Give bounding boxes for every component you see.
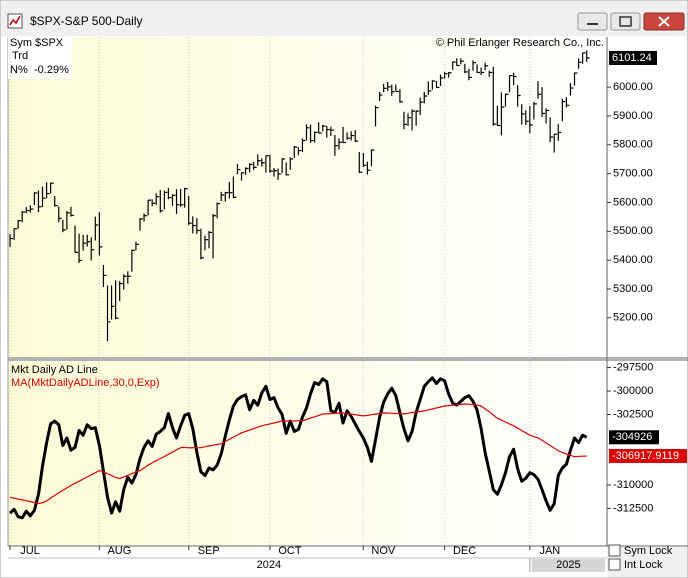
sym-lock-checkbox[interactable] bbox=[608, 544, 621, 557]
int-lock-label: Int Lock bbox=[624, 559, 663, 571]
year-label: 2025 bbox=[556, 559, 580, 571]
y-tick-label: -297500 bbox=[613, 361, 653, 373]
y-tick-label: -302500 bbox=[613, 408, 653, 420]
y-tick-label: 5700.00 bbox=[613, 168, 653, 180]
y-tick-label: 6000.00 bbox=[613, 81, 653, 93]
price-panel bbox=[8, 37, 607, 357]
x-tick-label: OCT bbox=[278, 545, 302, 557]
last-value-box bbox=[609, 430, 659, 445]
last-value-label: -306917.9119 bbox=[612, 450, 679, 462]
ad-panel bbox=[8, 361, 607, 545]
y-tick-label: -300000 bbox=[613, 385, 653, 397]
title-bar-bg bbox=[1, 1, 687, 36]
year-label: 2024 bbox=[257, 559, 281, 571]
year-box bbox=[531, 559, 605, 572]
copyright: © Phil Erlanger Research Co., Inc. bbox=[436, 37, 604, 49]
x-tick-label: JAN bbox=[539, 545, 560, 557]
x-tick-label: NOV bbox=[371, 545, 396, 557]
y-tick-label: 5600.00 bbox=[613, 196, 653, 208]
info-value: -0.29% bbox=[34, 64, 69, 76]
window-icon-glyph bbox=[9, 15, 21, 26]
title-bar: $SPX-S&P 500-Daily bbox=[1, 1, 687, 36]
maximize-glyph bbox=[619, 16, 632, 27]
x-tick-label: DEC bbox=[453, 545, 476, 557]
x-tick-label: JUL bbox=[20, 545, 40, 557]
last-value-label: -304926 bbox=[612, 431, 652, 443]
series-line bbox=[9, 403, 587, 504]
minimize-button[interactable] bbox=[577, 12, 608, 31]
series-line bbox=[8, 376, 588, 520]
legend-entry: MA(MktDailyADLine,30,0,Exp) bbox=[11, 377, 160, 389]
info-label: Sym bbox=[10, 37, 32, 49]
info-box bbox=[8, 37, 72, 79]
y-tick-label: 5500.00 bbox=[613, 225, 653, 237]
close-glyph bbox=[658, 16, 670, 27]
x-tick-label: SEP bbox=[198, 545, 220, 557]
y-tick-label: 5800.00 bbox=[613, 139, 653, 151]
int-lock-checkbox[interactable] bbox=[608, 558, 621, 571]
sym-lock-label: Sym Lock bbox=[624, 545, 673, 557]
y-tick-label: 5900.00 bbox=[613, 110, 653, 122]
info-value: $SPX bbox=[35, 37, 64, 49]
last-price-label: 6101.24 bbox=[612, 52, 652, 64]
info-label: N% bbox=[10, 64, 28, 76]
y-tick-label: 5200.00 bbox=[613, 312, 653, 324]
y-tick-label: 5300.00 bbox=[613, 283, 653, 295]
x-tick-label: AUG bbox=[107, 545, 131, 557]
y-tick-label: 5400.00 bbox=[613, 254, 653, 266]
window-title: $SPX-S&P 500-Daily bbox=[30, 14, 143, 28]
y-tick-label: -312500 bbox=[613, 502, 653, 514]
y-tick-label: -310000 bbox=[613, 479, 653, 491]
info-label: Trd bbox=[12, 50, 28, 62]
last-price-box bbox=[609, 50, 657, 65]
legend-entry: Mkt Daily AD Line bbox=[11, 364, 98, 376]
last-value-box bbox=[609, 448, 687, 463]
maximize-button[interactable] bbox=[610, 12, 641, 31]
